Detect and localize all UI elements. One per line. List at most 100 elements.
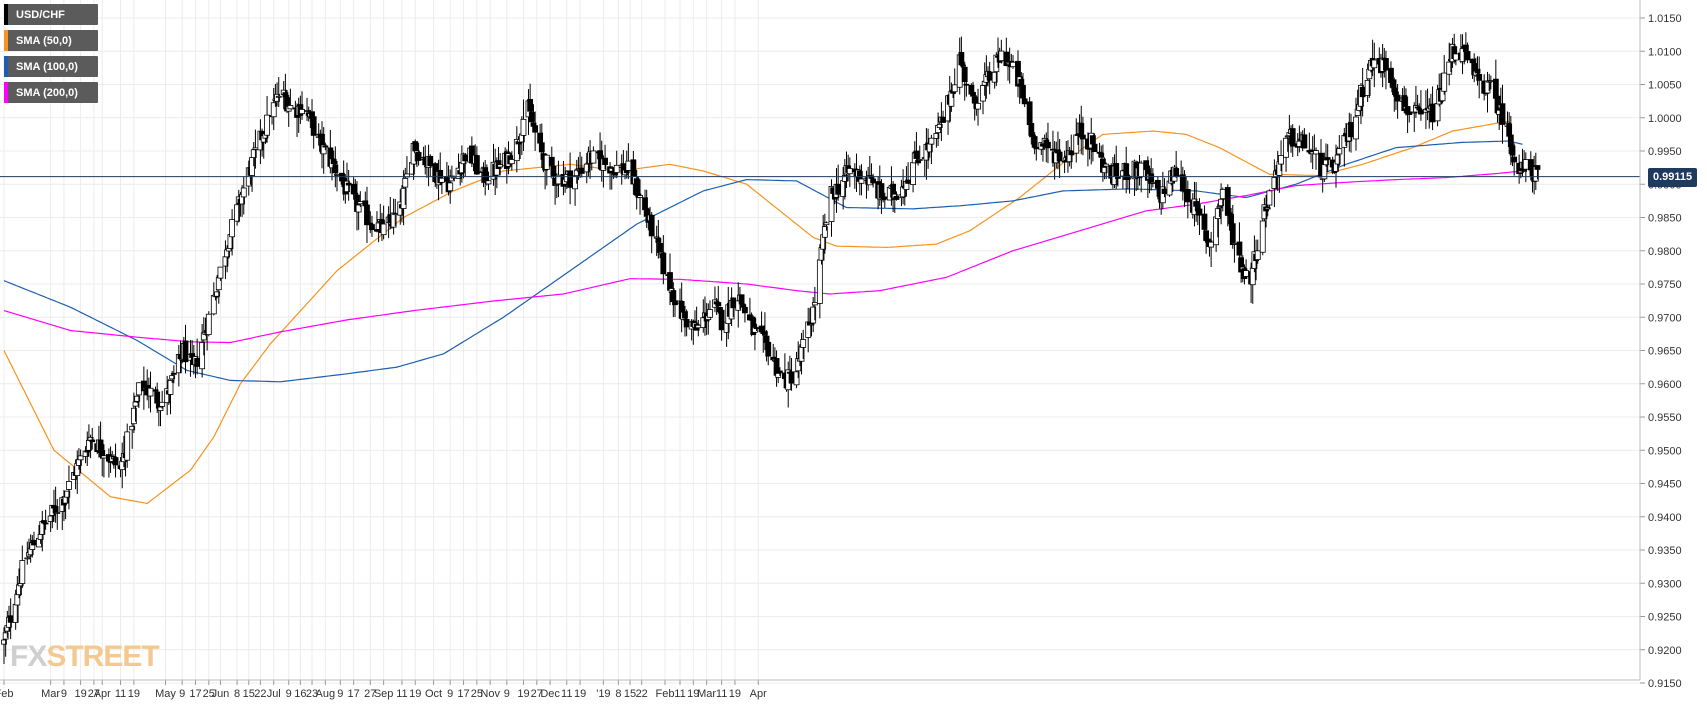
x-tick-label: 17 [348, 688, 360, 700]
candle-body [567, 170, 573, 188]
candle-body [287, 105, 294, 110]
candle-body [1389, 79, 1396, 88]
candle-body [1179, 174, 1186, 192]
candle-body [427, 155, 434, 167]
candle-body [648, 214, 655, 237]
legend-item-sma200[interactable]: SMA (200,0) [4, 82, 98, 103]
y-tick-label: 0.9150 [1648, 678, 1682, 690]
candle-body [1464, 50, 1471, 61]
x-tick-label: Apr [750, 688, 767, 700]
candle-body [625, 160, 632, 171]
candle-body [991, 71, 998, 83]
legend-item-usdchf[interactable]: USD/CHF [4, 4, 98, 25]
candle-body [47, 515, 54, 522]
candle-body [1534, 165, 1541, 170]
candle-body [1056, 151, 1063, 162]
candle-body [1091, 143, 1098, 153]
candle-body [1371, 59, 1378, 69]
candle-body [835, 183, 842, 195]
candle-body [1324, 157, 1331, 160]
candle-body [878, 183, 885, 199]
candle-body [164, 388, 171, 404]
candle-body [252, 147, 259, 150]
candle-body [1196, 208, 1203, 216]
candle-body [1452, 53, 1459, 61]
y-tick-label: 0.9400 [1648, 512, 1682, 524]
candle-body [447, 182, 454, 192]
candle-body [1114, 176, 1121, 179]
candle-body [355, 204, 362, 213]
y-tick-label: 0.9600 [1648, 379, 1682, 391]
axes: 1.01501.01001.00501.00000.99500.99000.98… [0, 0, 1682, 700]
candle-body [960, 64, 966, 67]
x-tick-label: 19 [74, 688, 86, 700]
logo-street: STREET [46, 640, 159, 673]
x-tick-label: 17 [189, 688, 201, 700]
x-tick-label: 25 [471, 688, 483, 700]
candle-body [816, 259, 823, 304]
candle-body [1359, 86, 1366, 98]
legend-item-sma50[interactable]: SMA (50,0) [4, 30, 98, 51]
candle-body [1161, 188, 1168, 194]
candle-body [64, 490, 71, 498]
x-tick-label: Dec [540, 688, 560, 700]
candle-body [1, 639, 7, 645]
x-tick-label: 19 [574, 688, 586, 700]
candle-body [214, 291, 221, 297]
candle-body [508, 159, 515, 165]
candle-body [707, 309, 713, 318]
y-tick-label: 0.9750 [1648, 279, 1682, 291]
candle-body [750, 317, 757, 335]
candle-body [1173, 168, 1180, 177]
y-tick-label: 0.9700 [1648, 312, 1682, 324]
candle-body [1353, 116, 1359, 140]
legend-swatch [4, 82, 8, 103]
candle-body [682, 311, 688, 319]
candle-body [808, 323, 815, 326]
candle-body [1474, 68, 1481, 74]
candle-body [240, 187, 247, 198]
candle-body [1124, 177, 1131, 180]
candle-body [1487, 80, 1494, 82]
candle-body [870, 178, 877, 184]
candle-body [1003, 51, 1010, 66]
candle-body [1266, 190, 1273, 206]
candle-body [1216, 206, 1223, 209]
candle-body [157, 406, 164, 411]
candle-body [1383, 58, 1389, 71]
candle-body [1020, 84, 1026, 99]
candle-body [672, 300, 678, 306]
candle-body [330, 158, 337, 165]
x-tick-label: 9 [337, 688, 343, 700]
candle-body [402, 178, 409, 188]
x-tick-label: Sep [374, 688, 394, 700]
candle-body [299, 109, 305, 115]
candle-body [392, 213, 399, 216]
candle-body [1441, 72, 1448, 92]
candle-body [775, 372, 782, 378]
x-tick-label: '19 [596, 688, 610, 700]
x-tick-label: 19 [128, 688, 140, 700]
candle-body [683, 318, 690, 328]
x-tick-label: Oct [425, 688, 442, 700]
candle-body [1243, 270, 1249, 277]
candle-body [753, 327, 760, 330]
candle-body [390, 212, 397, 228]
candle-body [1446, 61, 1453, 75]
candle-body [1301, 134, 1308, 149]
candle-body [1010, 61, 1016, 68]
legend-item-sma100[interactable]: SMA (100,0) [4, 56, 98, 77]
candle-body [1278, 155, 1284, 165]
candle-body [364, 204, 370, 226]
candle-body [742, 306, 748, 314]
candle-body [1113, 163, 1120, 177]
candle-body [986, 71, 993, 81]
x-tick-label: Jul [267, 688, 281, 700]
candle-body [7, 615, 14, 623]
candle-body [189, 353, 196, 358]
candle-body [282, 92, 289, 98]
candle-body [322, 145, 329, 148]
x-tick-label: 9 [179, 688, 185, 700]
candle-body [793, 371, 800, 386]
